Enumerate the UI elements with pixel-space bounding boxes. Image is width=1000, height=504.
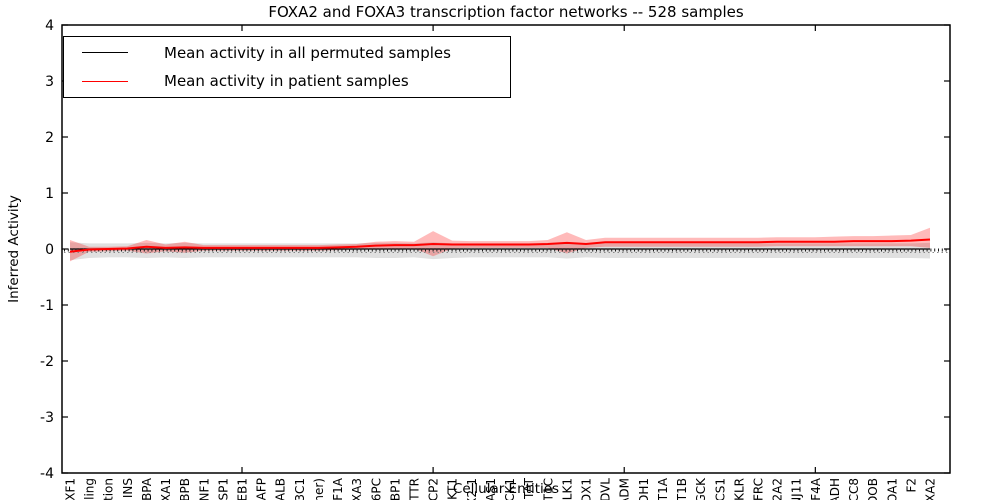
y-tick-label: 3	[45, 74, 54, 90]
x-tick-label: NR3C1	[293, 478, 307, 500]
x-tick-label: SLC2A2	[771, 478, 785, 500]
x-tick-label: CREB1	[236, 478, 250, 500]
x-tick-label: BDH1	[637, 478, 651, 500]
x-tick-label: HNF1A	[331, 477, 345, 500]
y-tick-label: 1	[45, 186, 54, 202]
x-tick-label: CPT1A	[656, 477, 670, 500]
x-tick-label: UCP2	[427, 478, 441, 500]
x-tick-label: HNF4A	[809, 477, 823, 500]
x-tick-label: ABCC8	[847, 478, 861, 500]
patient-mean-line	[69, 238, 931, 253]
legend-item-permuted: Mean activity in all permuted samples	[64, 40, 510, 66]
x-tick-label: IGFBP1	[388, 478, 402, 500]
x-tick-label: TTR	[408, 478, 422, 500]
legend-label-patient: Mean activity in patient samples	[164, 72, 409, 91]
x-tick-label: CEBPB	[178, 478, 192, 500]
y-tick-label: 0	[45, 242, 54, 258]
x-tick-label: AKT1	[446, 478, 460, 500]
y-tick-label: 4	[45, 18, 54, 34]
x-tick-label: response to starvation	[102, 478, 116, 500]
legend-item-patient: Mean activity in patient samples	[64, 68, 510, 94]
x-tick-label: ALB	[274, 478, 288, 500]
y-tick-label: 2	[45, 130, 54, 146]
x-tick-label: NF1	[197, 478, 211, 500]
patient-line-swatch	[82, 80, 128, 82]
y-tick-label: -3	[40, 410, 54, 426]
x-tick-label: SP1	[216, 478, 230, 500]
chart-title: FOXA2 and FOXA3 transcription factor net…	[268, 3, 744, 21]
x-tick-label: HNF1A (dimer)	[312, 478, 326, 500]
y-tick-label: -2	[40, 354, 54, 370]
y-tick-label: -1	[40, 298, 54, 314]
legend: Mean activity in all permuted samples Me…	[63, 36, 511, 98]
x-tick-label: FOXA2	[924, 478, 938, 500]
x-tick-label: NKX2-1	[465, 478, 479, 500]
x-tick-label: CPT1B	[675, 478, 689, 500]
x-tick-label: DLK1	[560, 478, 574, 500]
x-tick-label: TAT	[522, 477, 536, 500]
x-axis-label: Cellular Entities	[452, 481, 560, 497]
x-tick-label: FOXF1	[64, 478, 78, 500]
x-tick-label: PKLR	[732, 478, 746, 500]
x-tick-label: chromatin remodeling	[83, 478, 97, 500]
x-tick-label: HADH	[828, 478, 842, 500]
x-tick-label: TFRC	[752, 478, 766, 500]
permuted-std-band	[70, 242, 930, 261]
x-tick-label: CEBPA	[140, 477, 154, 500]
x-tick-label: AFP	[255, 478, 269, 500]
x-tick-label: PCK1	[503, 478, 517, 500]
x-tick-label: CPT1C	[541, 478, 555, 500]
x-tick-label: APOA1	[885, 478, 899, 500]
x-tick-label: ALAS1	[484, 478, 498, 500]
x-tick-label: ALDOB	[866, 478, 880, 500]
x-tick-label: F2	[904, 478, 918, 493]
permuted-line-swatch	[82, 52, 128, 54]
y-tick-label: -4	[40, 466, 54, 482]
x-tick-label: KCNJ11	[790, 478, 804, 500]
x-tick-label: GCK	[694, 477, 708, 500]
x-tick-label: INS	[121, 478, 135, 498]
x-tick-label: FOXA3	[350, 478, 364, 500]
x-tick-label: ACADVL	[599, 478, 613, 500]
x-tick-label: FOXA1	[159, 478, 173, 500]
x-tick-label: PDX1	[580, 478, 594, 500]
x-tick-label: ACADM	[618, 478, 632, 500]
x-tick-label: HMGCS1	[713, 478, 727, 500]
x-tick-label: G6PC	[369, 478, 383, 500]
legend-label-permuted: Mean activity in all permuted samples	[164, 43, 451, 62]
